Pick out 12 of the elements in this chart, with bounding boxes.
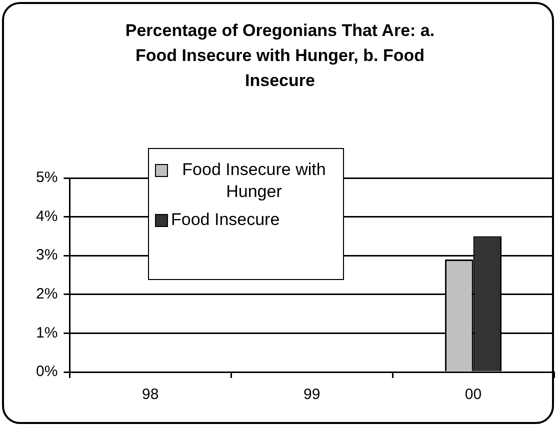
chart-title: Percentage of Oregonians That Are: a. Food Insecure with Hunger, b. Food Insecure xyxy=(124,20,436,92)
legend-label: Food Insecure with Hunger xyxy=(181,159,327,203)
y-tick-label: 1% xyxy=(36,324,58,342)
y-tick-label: 0% xyxy=(36,363,58,380)
x-tick-label: 98 xyxy=(142,386,159,404)
y-tick-label: 4% xyxy=(36,208,58,225)
y-tick-label: 5% xyxy=(36,169,58,186)
y-tick-label: 3% xyxy=(36,246,58,264)
y-tick-label: 2% xyxy=(36,286,58,303)
legend-label: Food Insecure xyxy=(171,209,280,231)
x-tick-label: 00 xyxy=(464,386,482,404)
x-tick-label: 99 xyxy=(303,386,320,404)
